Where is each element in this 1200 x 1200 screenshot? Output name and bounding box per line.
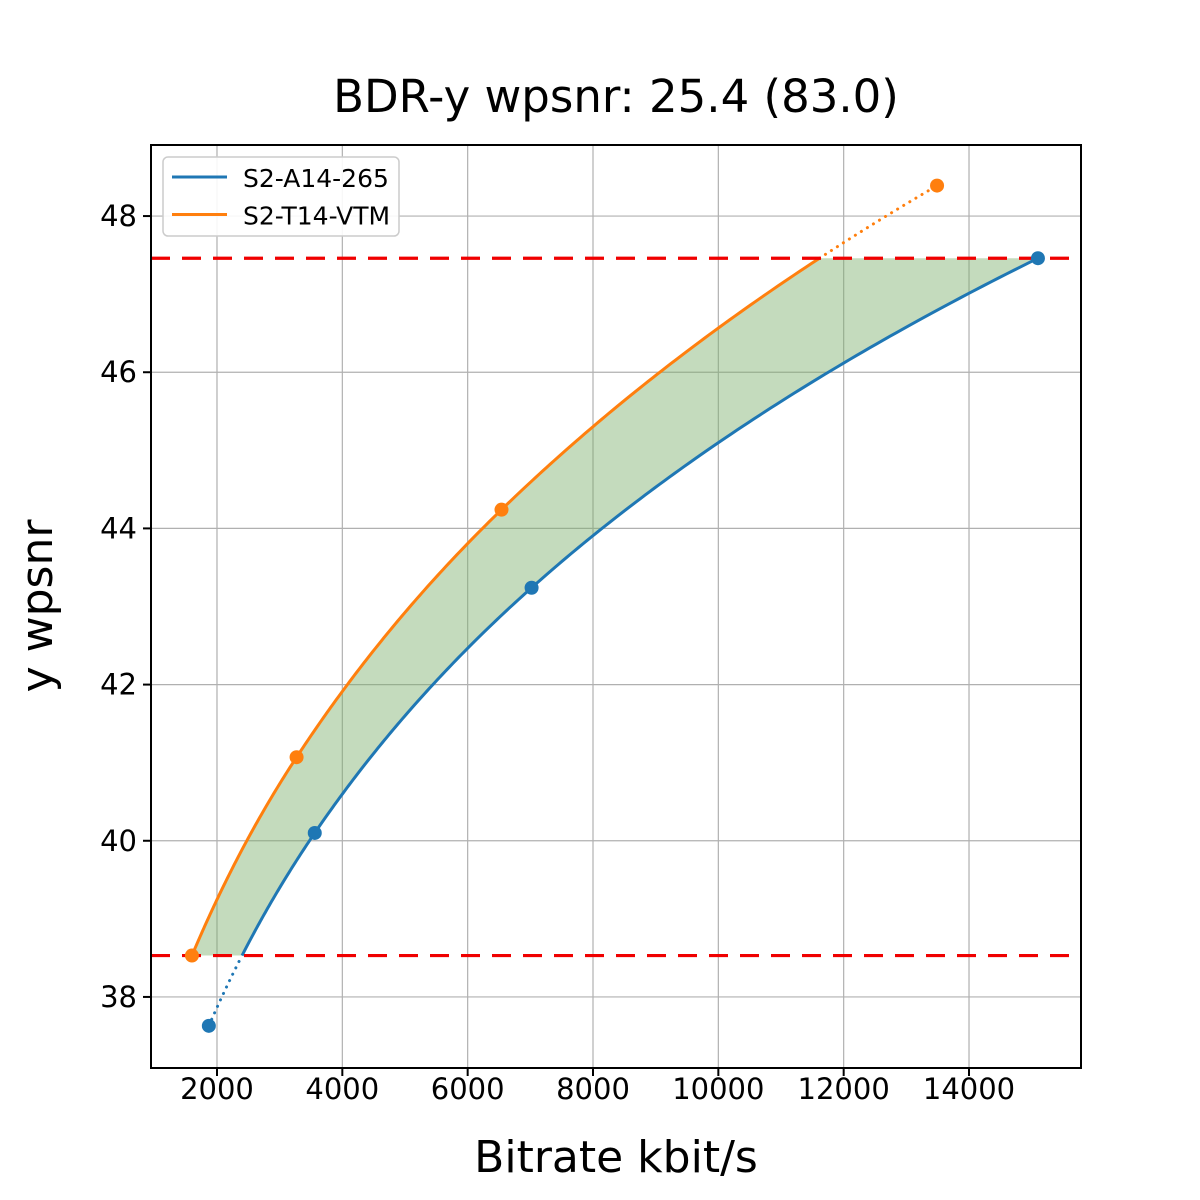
x-axis-label: Bitrate kbit/s: [474, 1132, 758, 1183]
x-tick-label-14000: 14000: [923, 1072, 1015, 1106]
plot-border: [150, 144, 1082, 1069]
series-line-S2-A14-265: [240, 256, 1039, 957]
chart-title: BDR-y wpsnr: 25.4 (83.0): [333, 70, 899, 123]
series-dotted-extension-S2-A14-265: [207, 954, 244, 1028]
y-tick-label-44: 44: [100, 511, 137, 545]
x-tick-label-10000: 10000: [672, 1072, 764, 1106]
data-point-S2-T14-VTM: [289, 750, 304, 765]
bd-shaded-region: [191, 258, 1038, 956]
y-tick-label-46: 46: [100, 355, 137, 389]
y-axis-label: y wpsnr: [12, 519, 63, 693]
legend-entries: S2-A14-265 S2-T14-VTM: [172, 164, 390, 231]
data-point-S2-T14-VTM: [930, 178, 945, 193]
data-point-S2-T14-VTM: [494, 502, 509, 517]
y-tick-label-40: 40: [100, 824, 137, 858]
grid-layer: [151, 145, 1081, 1068]
marker-layer: [184, 178, 1045, 1033]
x-tick-label-8000: 8000: [556, 1072, 630, 1106]
bd-shade-layer: [191, 258, 1038, 956]
series-line-S2-T14-VTM: [190, 256, 821, 957]
y-tick-label-48: 48: [100, 199, 137, 233]
y-tick-label-38: 38: [100, 980, 137, 1014]
y-tick-label-42: 42: [100, 668, 137, 702]
curve-layer: [190, 184, 1039, 1028]
legend-label-S2-A14-265: S2-A14-265: [243, 164, 389, 193]
legend: S2-A14-265 S2-T14-VTM: [162, 156, 400, 237]
series-dotted-extension-S2-T14-VTM: [817, 184, 939, 260]
x-tick-label-2000: 2000: [180, 1072, 254, 1106]
data-point-S2-A14-265: [201, 1018, 216, 1033]
x-tick-label-4000: 4000: [305, 1072, 379, 1106]
bd-bound-lines-layer: [151, 256, 1081, 958]
x-tick-label-12000: 12000: [798, 1072, 890, 1106]
data-point-S2-A14-265: [307, 825, 322, 840]
x-tick-label-6000: 6000: [431, 1072, 505, 1106]
data-point-S2-T14-VTM: [184, 948, 199, 963]
legend-label-S2-T14-VTM: S2-T14-VTM: [243, 202, 390, 231]
data-point-S2-A14-265: [1030, 251, 1045, 266]
tick-layer: 2000 4000 6000 8000 10000 12000 14000 38 40 42 44 4…: [100, 199, 1015, 1106]
data-point-S2-A14-265: [524, 580, 539, 595]
